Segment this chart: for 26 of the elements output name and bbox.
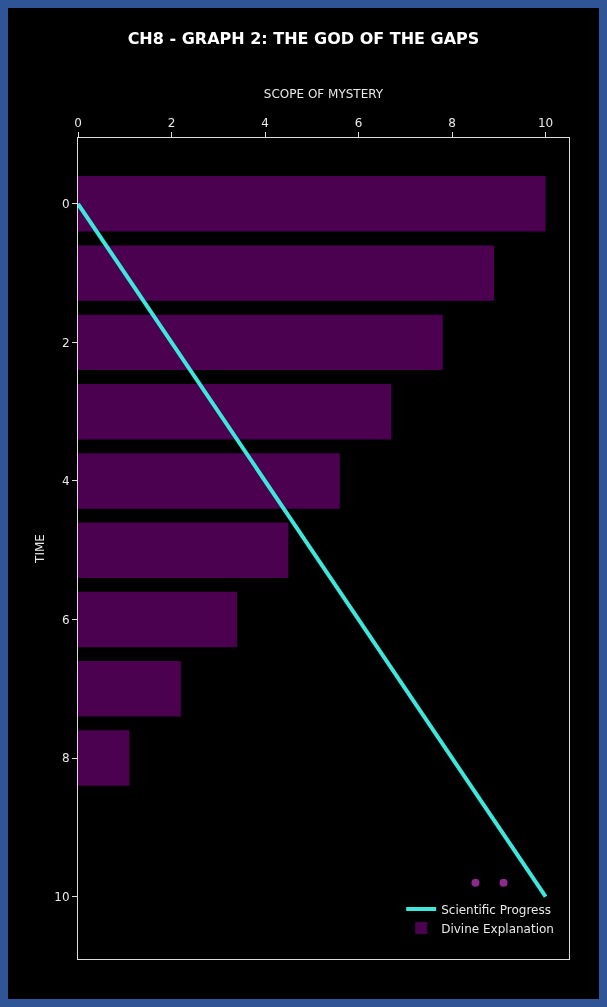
bar <box>78 314 443 371</box>
x-tick-label: 0 <box>74 116 82 131</box>
bar <box>78 730 130 786</box>
y-tick-label: 4 <box>61 474 70 489</box>
y-tick-label: 10 <box>54 889 70 904</box>
bar <box>78 453 340 509</box>
y-tick-label: 6 <box>61 612 70 627</box>
y-tick-label: 0 <box>61 197 70 212</box>
bar <box>78 661 181 717</box>
bar <box>78 176 546 232</box>
x-tick-label: 8 <box>448 116 456 131</box>
x-tick-label: 10 <box>537 116 554 131</box>
y-tick-label: 8 <box>61 751 70 766</box>
bar <box>78 591 237 648</box>
x-tick-label: 6 <box>354 116 363 131</box>
bar <box>78 245 495 301</box>
legend-label: Divine Explanation <box>441 921 554 936</box>
x-tick-label: 4 <box>261 116 269 131</box>
y-axis-title: TIME <box>33 534 47 564</box>
x-axis-title: SCOPE OF MYSTERY <box>263 87 384 101</box>
bar <box>78 522 289 578</box>
chart-title: CH8 - GRAPH 2: THE GOD OF THE GAPS <box>127 28 480 48</box>
bar <box>78 383 392 440</box>
x-tick-label: 2 <box>167 116 176 131</box>
y-tick-label: 2 <box>61 335 70 350</box>
legend-label: Scientific Progress <box>441 902 551 917</box>
